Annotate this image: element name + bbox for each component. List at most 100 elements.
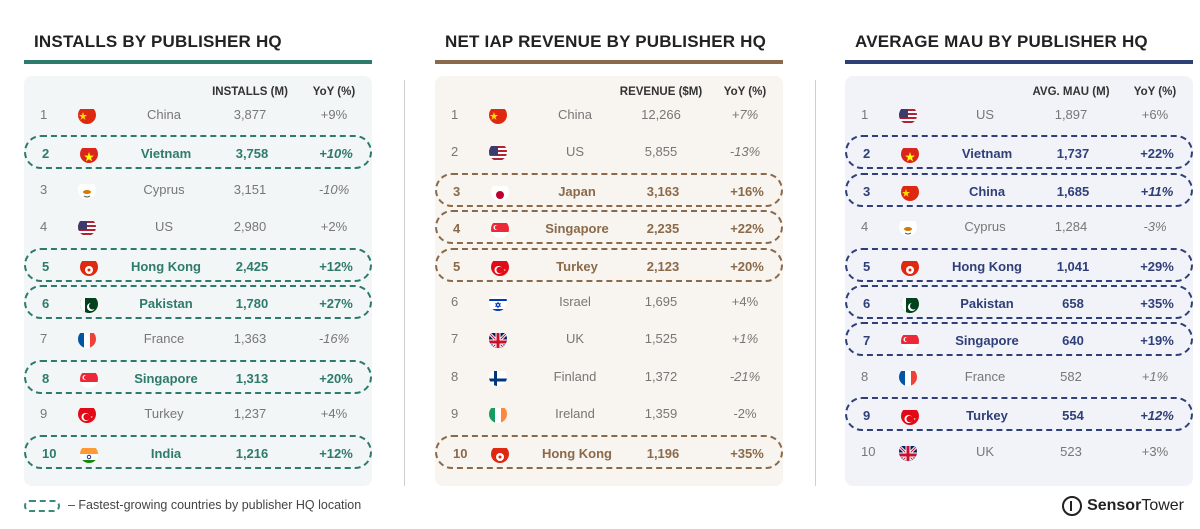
cn-flag-icon — [78, 106, 96, 124]
rank-cell: 3 — [453, 183, 461, 199]
value-cell: 5,855 — [644, 144, 678, 160]
panel-divider — [404, 80, 405, 486]
value-cell: 1,041 — [1056, 258, 1090, 274]
yoy-cell: +35% — [730, 445, 764, 461]
pk-flag-icon — [80, 295, 98, 313]
installs-panel: INSTALLS BY PUBLISHER HQ INSTALLS (M) Yo… — [24, 0, 372, 529]
yoy-cell: -13% — [729, 144, 761, 160]
table-row: 4 Singapore 2,235 +22% — [435, 210, 783, 245]
value-cell: 1,372 — [644, 368, 678, 384]
cy-flag-icon — [78, 181, 96, 199]
value-cell: 582 — [1060, 368, 1082, 384]
value-cell: 523 — [1060, 443, 1082, 459]
yoy-cell: +10% — [319, 146, 353, 162]
yoy-cell: +35% — [1140, 296, 1174, 311]
yoy-cell: +22% — [1140, 146, 1174, 162]
value-cell: 1,737 — [1056, 146, 1090, 162]
table-row: 8 France 582 +1% — [845, 360, 1193, 394]
value-cell: 1,284 — [1054, 219, 1088, 235]
country-cell: Japan — [558, 183, 596, 199]
hk-flag-icon — [901, 258, 919, 276]
rank-cell: 4 — [453, 221, 461, 237]
yoy-cell: +6% — [1141, 107, 1169, 122]
rank-cell: 7 — [40, 331, 48, 347]
sensortower-logo-icon — [1062, 496, 1083, 516]
table-row: 3 China 1,685 +11% — [845, 172, 1193, 207]
table-row: 7 Singapore 640 +19% — [845, 322, 1193, 357]
yoy-cell: +2% — [320, 219, 348, 235]
value-cell: 1,695 — [644, 294, 678, 309]
country-cell: Singapore — [545, 221, 609, 237]
yoy-cell: +27% — [319, 296, 353, 311]
table-row: 10 Hong Kong 1,196 +35% — [435, 434, 783, 469]
country-cell: Cyprus — [964, 219, 1006, 235]
value-header: AVG. MAU (M) — [1032, 86, 1110, 98]
table-row: 5 Hong Kong 1,041 +29% — [845, 247, 1193, 282]
brand-part1: Sensor — [1087, 497, 1142, 515]
value-cell: 1,525 — [644, 331, 678, 347]
table-row: 3 Cyprus 3,151 -10% — [24, 173, 372, 207]
tr-flag-icon — [901, 407, 919, 426]
yoy-cell: +4% — [731, 294, 759, 309]
value-cell: 1,897 — [1054, 107, 1088, 122]
jp-flag-icon — [491, 183, 509, 201]
country-cell: France — [964, 368, 1006, 384]
yoy-cell: +7% — [731, 107, 759, 122]
yoy-cell: +29% — [1140, 258, 1174, 274]
rank-cell: 1 — [40, 107, 48, 122]
value-cell: 1,780 — [235, 296, 269, 311]
country-cell: UK — [975, 443, 995, 459]
table-row: 3 Japan 3,163 +16% — [435, 172, 783, 207]
value-cell: 1,216 — [235, 445, 269, 461]
table-row: 7 UK 1,525 +1% — [435, 322, 783, 356]
vn-flag-icon — [901, 145, 919, 164]
value-cell: 1,359 — [644, 406, 678, 422]
yoy-cell: +9% — [320, 107, 348, 122]
yoy-cell: +12% — [319, 258, 353, 274]
value-cell: 554 — [1062, 408, 1084, 424]
rank-cell: 10 — [42, 445, 57, 461]
sg-flag-icon — [491, 220, 509, 239]
country-cell: Hong Kong — [130, 258, 202, 274]
rank-cell: 5 — [453, 258, 461, 274]
rank-cell: 2 — [451, 144, 459, 160]
rank-cell: 8 — [861, 368, 869, 384]
rank-cell: 9 — [451, 406, 459, 422]
rank-cell: 4 — [40, 219, 48, 235]
value-cell: 1,685 — [1056, 183, 1090, 199]
cy-flag-icon — [899, 218, 917, 237]
table-row: 6 Pakistan 1,780 +27% — [24, 285, 372, 319]
panel-title: NET IAP REVENUE BY PUBLISHER HQ — [445, 32, 767, 51]
value-header: INSTALLS (M) — [212, 86, 288, 98]
rank-cell: 10 — [453, 445, 468, 461]
value-cell: 3,151 — [233, 181, 267, 197]
country-cell: Singapore — [134, 370, 198, 386]
rank-cell: 9 — [40, 406, 48, 422]
uk-flag-icon — [489, 330, 507, 349]
country-cell: China — [558, 107, 592, 122]
us-flag-icon — [489, 143, 507, 162]
country-cell: Ireland — [555, 406, 595, 422]
country-cell: US — [975, 107, 995, 122]
value-cell: 2,123 — [646, 258, 680, 274]
title-rule — [24, 60, 372, 64]
country-cell: Vietnam — [961, 146, 1013, 162]
pk-flag-icon — [901, 295, 919, 313]
yoy-cell: -3% — [1143, 219, 1167, 235]
table-row: 9 Ireland 1,359 -2% — [435, 397, 783, 431]
country-cell: Pakistan — [139, 296, 193, 311]
rank-cell: 3 — [863, 183, 871, 199]
value-cell: 658 — [1062, 296, 1084, 311]
country-cell: Hong Kong — [541, 445, 613, 461]
rank-cell: 4 — [861, 219, 869, 235]
country-cell: Finland — [553, 368, 597, 384]
uk-flag-icon — [899, 443, 917, 461]
rank-cell: 2 — [863, 146, 871, 162]
rank-cell: 6 — [451, 294, 459, 309]
cn-flag-icon — [901, 183, 919, 201]
us-flag-icon — [899, 106, 917, 124]
value-cell: 3,877 — [233, 107, 267, 122]
panel-title: AVERAGE MAU BY PUBLISHER HQ — [855, 32, 1148, 51]
rank-cell: 5 — [863, 258, 871, 274]
rank-cell: 8 — [451, 368, 459, 384]
